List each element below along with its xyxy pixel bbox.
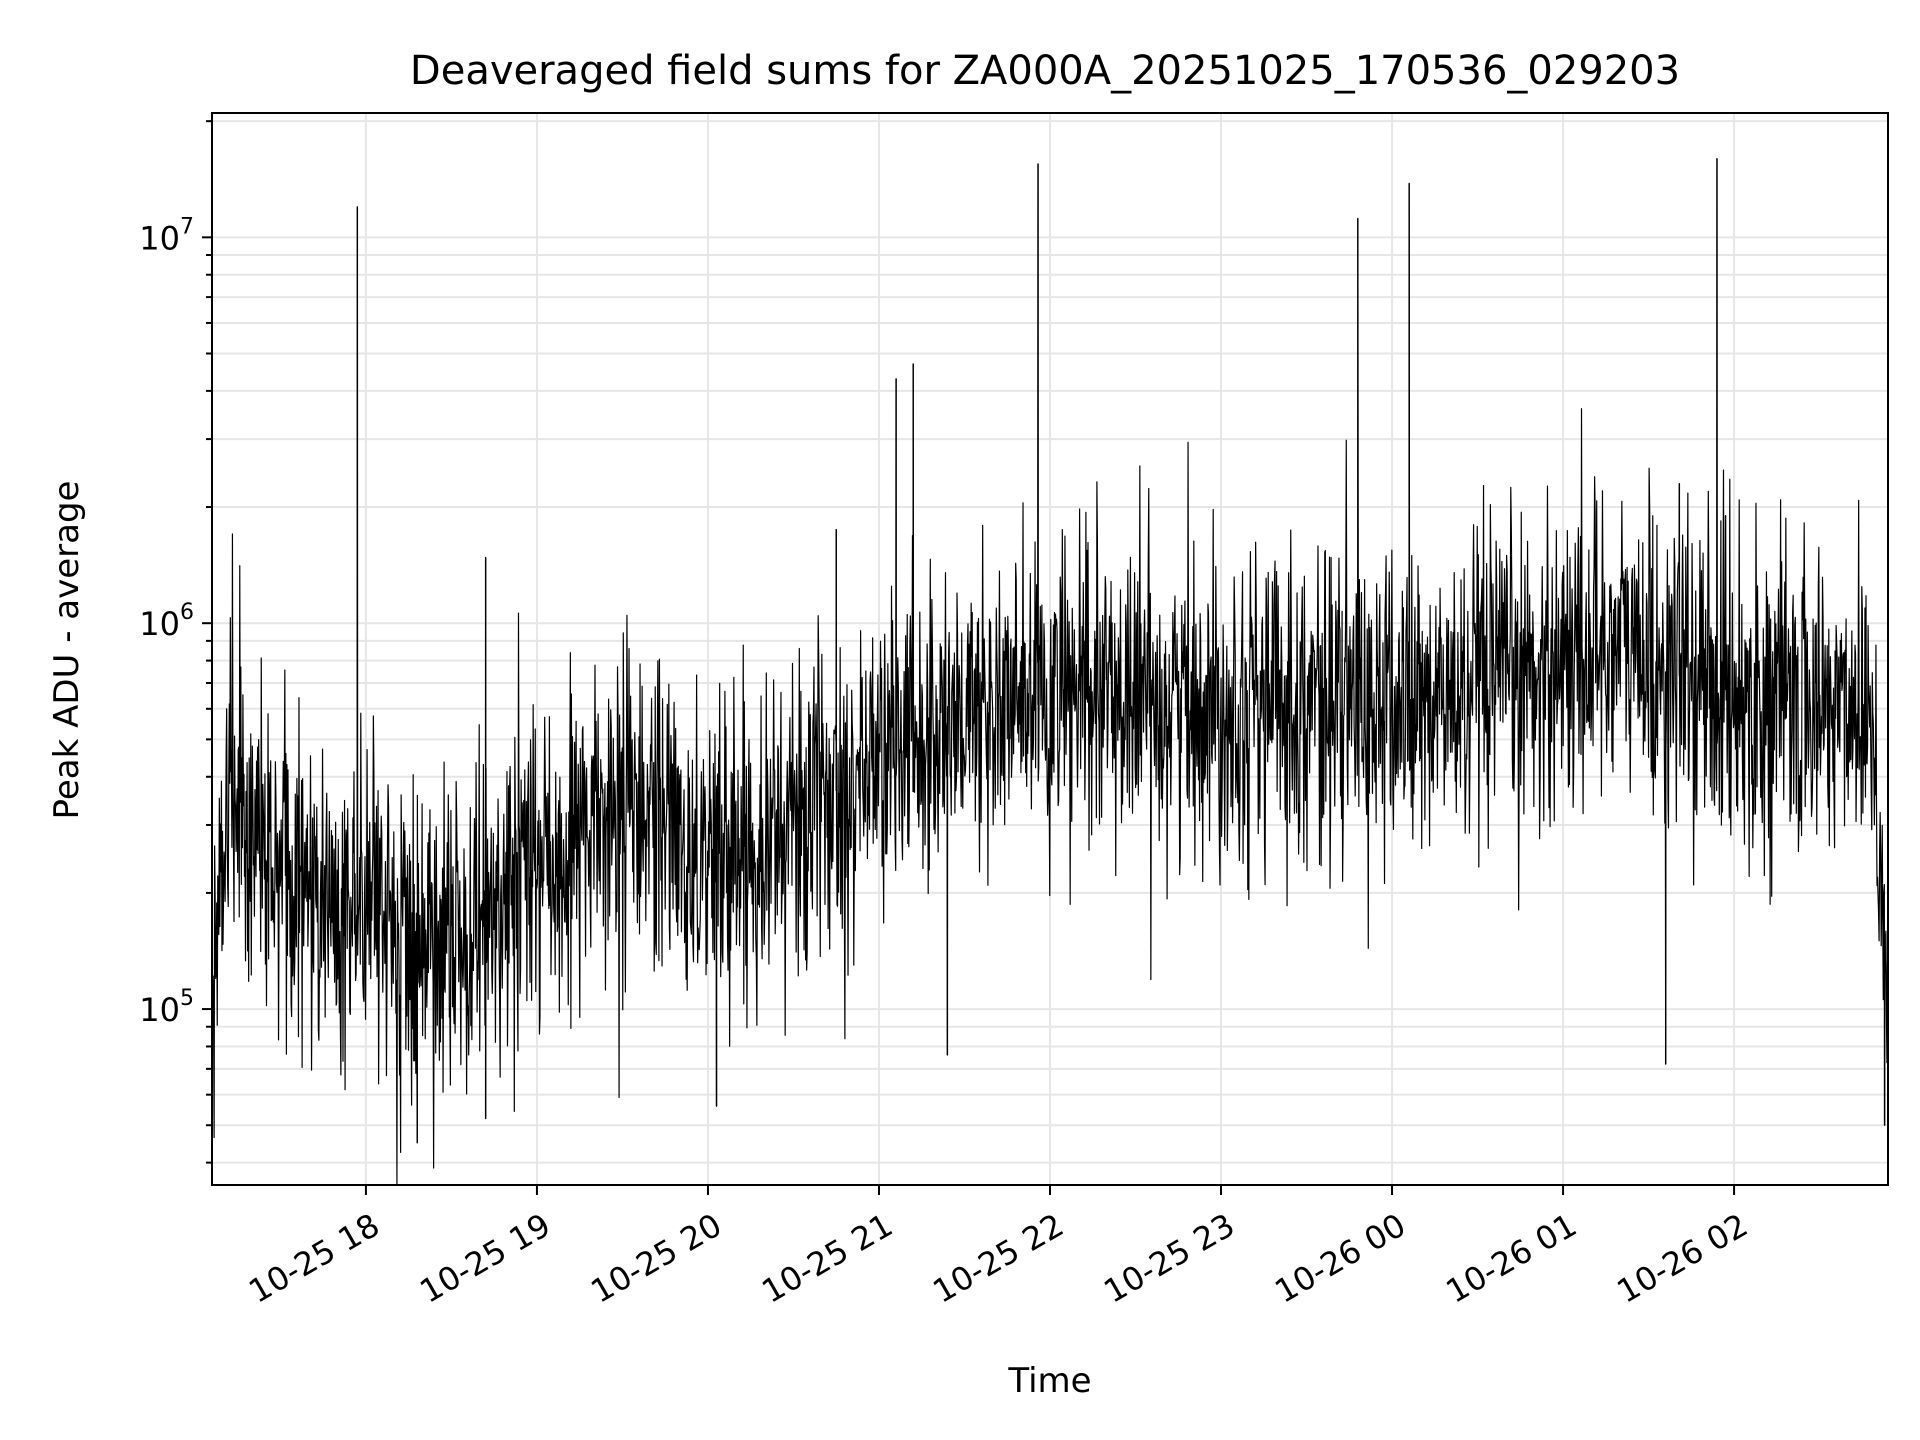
- y-tick-base: 10: [139, 219, 180, 257]
- y-tick-exponent: 6: [180, 600, 194, 625]
- y-tick-label: 106: [139, 600, 194, 643]
- series-layer: [211, 157, 1889, 1186]
- x-axis-label: Time: [1007, 1361, 1091, 1401]
- plot-area: [202, 112, 1889, 1195]
- y-tick-base: 10: [139, 605, 180, 643]
- y-tick-exponent: 5: [180, 986, 194, 1011]
- chart-title: Deaveraged field sums for ZA000A_2025102…: [410, 48, 1680, 94]
- y-tick-label: 107: [139, 214, 194, 257]
- axis-ticks: [202, 120, 1736, 1195]
- y-tick-base: 10: [139, 991, 180, 1029]
- y-tick-label: 105: [139, 986, 194, 1029]
- y-tick-exponent: 7: [180, 214, 194, 239]
- y-axis-label: Peak ADU - average: [47, 481, 87, 820]
- series-line: [211, 157, 1889, 1186]
